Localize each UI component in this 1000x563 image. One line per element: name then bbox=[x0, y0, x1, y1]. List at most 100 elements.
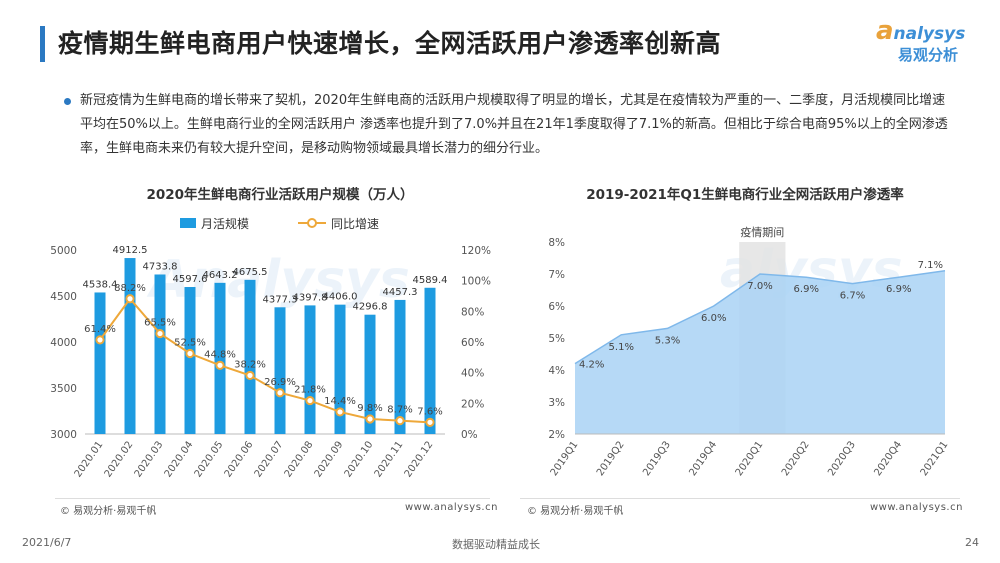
y2-tick-label: 0% bbox=[461, 429, 478, 441]
x-tick-label: 2020.03 bbox=[133, 439, 166, 479]
penetration-value-label: 5.3% bbox=[655, 335, 680, 346]
bar-value-label: 4643.2 bbox=[203, 270, 238, 281]
penetration-value-label: 6.9% bbox=[794, 284, 819, 295]
y-tick-label: 5% bbox=[548, 333, 565, 345]
y-tick-label: 3000 bbox=[50, 429, 77, 441]
bar bbox=[214, 282, 226, 434]
penetration-value-label: 6.9% bbox=[886, 284, 911, 295]
growth-point bbox=[95, 335, 105, 345]
growth-point bbox=[245, 370, 255, 381]
left-chart-title: 2020年生鲜电商行业活跃用户规模（万人） bbox=[146, 187, 414, 203]
penetration-value-label: 6.0% bbox=[701, 313, 726, 324]
title-accent-bar bbox=[40, 26, 45, 62]
y-tick-label: 8% bbox=[548, 237, 565, 249]
growth-value-label: 7.6% bbox=[417, 406, 442, 417]
bar-value-label: 4406.0 bbox=[323, 292, 358, 303]
growth-point bbox=[215, 360, 225, 370]
penetration-value-label: 5.1% bbox=[609, 342, 634, 353]
growth-value-label: 26.9% bbox=[264, 377, 296, 388]
growth-point bbox=[365, 414, 375, 424]
right-source-url: www.analysys.cn bbox=[870, 502, 963, 513]
legend-bar-label: 月活规模 bbox=[201, 216, 249, 231]
bar-value-label: 4397.8 bbox=[293, 292, 328, 303]
x-tick-label: 2019Q1 bbox=[549, 439, 581, 478]
left-chart: 月活规模 同比增速 3000 3500 4000 4500 5000 0% 20% 40% 60% 8… bbox=[50, 216, 491, 480]
x-tick-label: 2020.02 bbox=[103, 439, 136, 479]
y2-tick-label: 80% bbox=[461, 306, 484, 318]
growth-point bbox=[185, 348, 195, 359]
x-tick-label: 2020.07 bbox=[253, 439, 286, 479]
bar bbox=[304, 305, 316, 434]
penetration-line bbox=[574, 270, 946, 365]
growth-value-label: 38.2% bbox=[234, 359, 266, 370]
x-tick-label: 2019Q2 bbox=[595, 439, 627, 478]
legend-bar-swatch bbox=[180, 218, 196, 228]
growth-value-label: 88.2% bbox=[114, 283, 146, 294]
bar-value-label: 4912.5 bbox=[113, 245, 148, 256]
bar-value-label: 4589.4 bbox=[413, 275, 448, 286]
y-tick-label: 5000 bbox=[50, 245, 77, 257]
bar-value-label: 4675.5 bbox=[233, 267, 268, 278]
x-tick-label: 2020.06 bbox=[223, 439, 256, 479]
x-tick-label: 2019Q4 bbox=[687, 439, 719, 478]
penetration-area bbox=[575, 270, 945, 434]
growth-point bbox=[305, 395, 315, 406]
growth-value-label: 9.8% bbox=[357, 403, 382, 414]
pandemic-period-label: 疫情期间 bbox=[740, 225, 784, 239]
page-title: 疫情期生鲜电商用户快速增长，全网活跃用户渗透率创新高 bbox=[58, 29, 722, 58]
growth-point bbox=[125, 294, 135, 304]
left-source-url: www.analysys.cn bbox=[405, 502, 498, 513]
growth-value-label: 52.5% bbox=[174, 338, 206, 349]
bar-value-label: 4457.3 bbox=[383, 287, 418, 298]
y2-tick-label: 100% bbox=[461, 276, 491, 288]
penetration-value-label: 6.7% bbox=[840, 291, 865, 302]
growth-point bbox=[155, 328, 165, 339]
right-chart: 疫情期间 2% 3% 4% 5% 6% 7% 8% 4.2% 5.1% 5.3% 6.0% 7.0% 6.… bbox=[548, 225, 951, 478]
bar-value-label: 4296.8 bbox=[353, 302, 388, 313]
y-tick-label: 3% bbox=[548, 397, 565, 409]
legend-line-marker bbox=[307, 218, 317, 228]
legend-line-label: 同比增速 bbox=[331, 217, 379, 231]
bar bbox=[364, 314, 376, 434]
x-tick-label: 2020Q1 bbox=[734, 439, 766, 478]
bar bbox=[424, 287, 436, 434]
x-tick-label: 2020.05 bbox=[193, 439, 226, 479]
bar-value-label: 4733.8 bbox=[143, 261, 178, 272]
growth-point bbox=[395, 416, 405, 426]
description-text: 新冠疫情为生鲜电商的增长带来了契机，2020年生鲜电商的活跃用户规模取得了明显的… bbox=[80, 93, 948, 156]
x-tick-label: 2020.04 bbox=[163, 439, 196, 479]
footer-slogan: 数据驱动精益成长 bbox=[452, 538, 540, 551]
right-source-separator bbox=[520, 498, 960, 499]
analysys-logo: analysys 易观分析 bbox=[876, 16, 976, 66]
x-tick-label: 2020Q3 bbox=[826, 439, 858, 478]
left-source-separator bbox=[55, 498, 490, 499]
bar bbox=[154, 274, 166, 434]
growth-value-label: 44.8% bbox=[204, 349, 236, 360]
growth-value-label: 14.4% bbox=[324, 396, 356, 407]
y2-tick-label: 20% bbox=[461, 398, 484, 410]
x-tick-label: 2021Q1 bbox=[919, 439, 951, 478]
x-tick-label: 2020.12 bbox=[403, 439, 436, 479]
x-tick-label: 2020.10 bbox=[343, 439, 376, 479]
x-tick-label: 2020Q4 bbox=[872, 439, 904, 478]
bar bbox=[244, 279, 256, 434]
right-chart-title: 2019-2021年Q1生鲜电商行业全网活跃用户渗透率 bbox=[586, 187, 904, 203]
bar bbox=[184, 287, 196, 434]
x-tick-label: 2020.08 bbox=[283, 439, 316, 479]
y-tick-label: 6% bbox=[548, 301, 565, 313]
logo-en-text: nalysys bbox=[893, 24, 966, 44]
growth-value-label: 61.4% bbox=[84, 324, 116, 335]
x-tick-label: 2019Q3 bbox=[641, 439, 673, 478]
bar bbox=[124, 258, 136, 434]
growth-line bbox=[99, 297, 431, 424]
y2-tick-label: 40% bbox=[461, 368, 484, 380]
y2-tick-label: 120% bbox=[461, 245, 491, 257]
penetration-value-label: 4.2% bbox=[579, 360, 604, 371]
y-tick-label: 4000 bbox=[50, 337, 77, 349]
growth-point bbox=[425, 417, 435, 427]
growth-value-label: 65.5% bbox=[144, 318, 176, 329]
right-source: © 易观分析·易观千帆 bbox=[527, 506, 624, 517]
bar-value-label: 4597.6 bbox=[173, 274, 208, 285]
x-tick-label: 2020.11 bbox=[373, 439, 406, 479]
y-tick-label: 4500 bbox=[50, 291, 77, 303]
